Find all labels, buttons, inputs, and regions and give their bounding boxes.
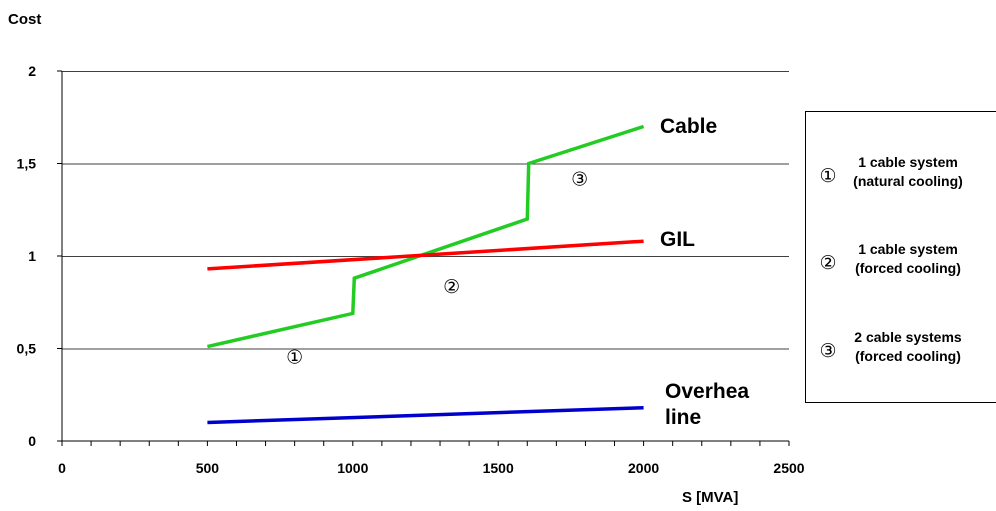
y-tick-label: 2: [28, 63, 36, 79]
series-label: Cable: [660, 115, 717, 138]
series-line-0: [207, 124, 645, 349]
y-tick-label: 1,5: [17, 156, 37, 172]
y-tick-label: 0: [28, 433, 36, 449]
gridlines: [62, 71, 789, 350]
series-label: line: [665, 406, 701, 429]
legend-symbol: ③: [819, 340, 836, 362]
legend-label: 2 cable systems: [854, 329, 962, 345]
legend-label: (forced cooling): [855, 260, 961, 276]
series-lines: [207, 124, 645, 425]
x-axis-title: S [MVA]: [682, 489, 738, 506]
y-ticks: 0 0,5 1 1,5 2: [17, 63, 62, 449]
legend-symbol: ②: [819, 252, 836, 274]
x-tick-label: 500: [196, 460, 220, 476]
series-label: GIL: [660, 228, 695, 251]
region-marker: ②: [443, 276, 460, 298]
y-tick-label: 1: [28, 248, 36, 264]
legend-box: [805, 111, 996, 403]
legend: ① 1 cable system (natural cooling) ② 1 cable…: [805, 111, 996, 403]
series-line-2: [207, 405, 644, 425]
y-tick-label: 0,5: [17, 341, 37, 357]
x-tick-label: 2500: [773, 460, 804, 476]
region-marker: ①: [286, 346, 303, 368]
x-tick-label: 1500: [483, 460, 514, 476]
y-axis-title: Cost: [8, 11, 41, 28]
x-tick-label: 2000: [628, 460, 659, 476]
region-marker: ③: [571, 169, 588, 191]
x-tick-label: 1000: [337, 460, 368, 476]
series-line-1: [207, 239, 644, 271]
legend-label: (natural cooling): [853, 173, 963, 189]
series-labels: Cable GIL Overhea line: [660, 115, 749, 429]
region-markers: ① ② ③: [286, 169, 588, 369]
x-tick-label: 0: [58, 460, 66, 476]
series-label: Overhea: [665, 380, 749, 403]
legend-label: 1 cable system: [858, 241, 958, 257]
legend-label: (forced cooling): [855, 348, 961, 364]
legend-symbol: ①: [819, 165, 836, 187]
x-ticks: 0 500 1000 1500 2000 2500: [58, 441, 805, 476]
legend-label: 1 cable system: [858, 154, 958, 170]
